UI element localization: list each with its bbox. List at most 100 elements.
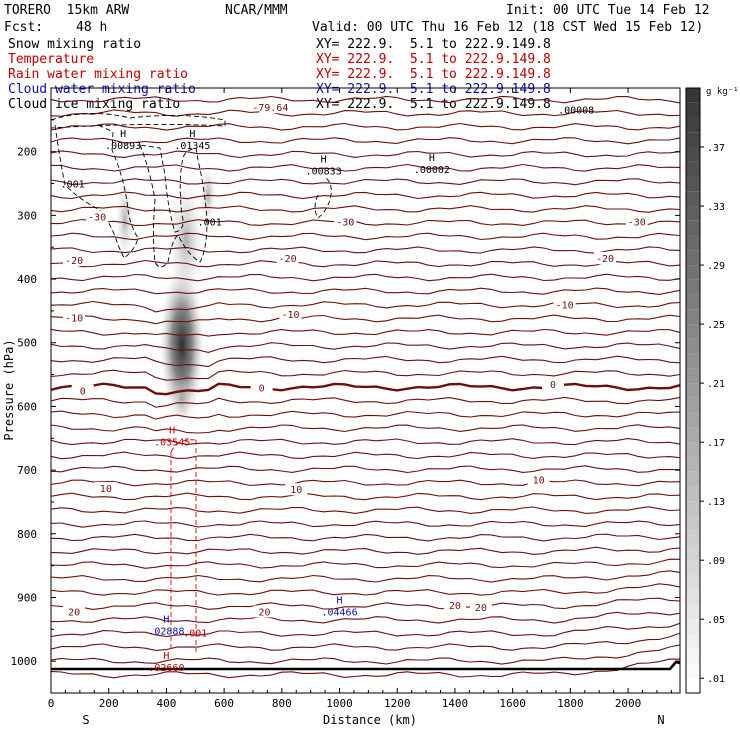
isotherm-label-bg <box>71 384 94 397</box>
isotherm-label: 20 <box>258 607 270 618</box>
x-axis-label: Distance (km) <box>323 713 417 727</box>
maximum-marker: H <box>337 595 343 606</box>
isotherm-line <box>51 492 680 501</box>
colorbar-band <box>686 191 700 207</box>
colorbar-frame <box>685 87 701 694</box>
colorbar-band <box>686 102 700 118</box>
mixing-ratio-shading <box>116 165 216 425</box>
colorbar-band <box>686 515 700 531</box>
colorbar-band <box>686 235 700 251</box>
isotherm-line <box>51 424 680 434</box>
colorbar-band <box>686 309 700 325</box>
isotherm-line <box>51 597 680 610</box>
isotherm-label-bg <box>285 483 308 496</box>
isotherm-line <box>51 300 680 313</box>
colorbar-band <box>686 456 700 472</box>
x-tick-label: 2000 <box>615 697 642 710</box>
y-tick-label: 700 <box>17 464 37 477</box>
isotherm-label: 20 <box>449 601 461 612</box>
isotherm-label-bg <box>63 311 86 324</box>
isotherm-label-bg <box>593 252 616 265</box>
maximum-marker: H <box>169 425 175 436</box>
isotherm-label: -10 <box>556 301 574 312</box>
isotherm-line <box>51 369 680 381</box>
isotherm-label: 20 <box>475 603 487 614</box>
center-label: NCAR/MMM <box>225 3 288 18</box>
isotherm-line <box>51 122 680 131</box>
contour-value-label: .001 <box>198 218 222 229</box>
forecast-label: Fcst: <box>4 20 44 35</box>
isotherm-label: -20 <box>279 254 297 265</box>
maximum-marker: H <box>163 651 169 662</box>
isotherm-label-bg <box>86 210 109 223</box>
x-tick-label: 600 <box>214 697 234 710</box>
isotherm-label: -10 <box>65 313 83 324</box>
isotherm-line <box>51 273 680 282</box>
isotherm-label: -20 <box>65 256 83 267</box>
isotherm-label-bg <box>276 252 299 265</box>
colorbar-band <box>686 412 700 428</box>
maximum-marker: H <box>321 155 327 166</box>
maximum-marker: H <box>429 153 435 164</box>
x-tick-label: 1000 <box>326 697 353 710</box>
colorbar-tick-label: .13 <box>707 497 725 508</box>
isotherm-label-bg <box>527 473 550 486</box>
snow-contour-top <box>51 113 226 129</box>
colorbar-tick-label: .33 <box>707 202 725 213</box>
isotherm-label: -20 <box>596 254 614 265</box>
ground-surface <box>51 660 681 671</box>
x-tick-label: 400 <box>156 697 176 710</box>
isotherm-label-bg <box>253 605 276 618</box>
colorbar-band <box>686 471 700 487</box>
colorbar-band <box>686 560 700 575</box>
colorbar-band <box>686 442 700 457</box>
isotherm-line <box>51 479 680 487</box>
isotherm-line <box>51 137 680 145</box>
field-name-snow: Snow mixing ratio <box>8 37 142 52</box>
shade-left <box>116 180 134 260</box>
model-title: TORERO 15km ARW <box>4 3 130 18</box>
isotherm-line <box>51 150 680 159</box>
maximum-value: .00833 <box>306 167 342 178</box>
colorbar-band <box>686 161 700 177</box>
isotherm-label-bg <box>443 599 466 612</box>
isotherm-label-bg <box>94 481 117 494</box>
isotherm-line <box>51 178 680 186</box>
colorbar-band <box>686 530 700 546</box>
colorbar-band <box>686 486 700 502</box>
colorbar-tick-label: .21 <box>707 379 725 390</box>
colorbar-unit: g kg⁻¹ <box>706 87 739 97</box>
colorbar: g kg⁻¹ .01 .05 .09 .13 .17 .21 .25 .29 .33 .37 <box>685 87 739 694</box>
rain-contour-column <box>170 439 197 652</box>
isotherm-label: -30 <box>628 218 646 229</box>
isotherm-line <box>51 451 680 460</box>
y-tick-label: 400 <box>17 273 37 286</box>
field-xy-temperature: XY= 222.9. 5.1 to 222.9.149.8 <box>316 52 551 67</box>
y-tick-label: 600 <box>17 400 37 413</box>
isotherm-line <box>51 163 680 172</box>
isotherm-line <box>51 465 680 474</box>
maximum-value: .02888 <box>148 627 184 638</box>
field-name-rain: Rain water mixing ratio <box>8 67 189 82</box>
plot-frame <box>50 87 681 694</box>
y-tick-label: 900 <box>17 591 37 604</box>
maximum-value: .00002 <box>414 165 450 176</box>
isotherm-line <box>51 314 680 325</box>
isotherm-line <box>51 218 680 227</box>
isotherm-label-bg <box>259 101 282 114</box>
isotherm-label-bg <box>334 215 357 228</box>
field-xy-snow: XY= 222.9. 5.1 to 222.9.149.8 <box>316 37 551 52</box>
snow-contour-left <box>54 124 139 259</box>
isotherm-line <box>51 558 680 569</box>
south-label: S <box>82 713 89 727</box>
colorbar-band <box>686 176 700 192</box>
x-tick-label: 200 <box>99 697 119 710</box>
isotherm-label: -79.64 <box>252 103 288 114</box>
colorbar-tick-label: .17 <box>707 438 725 449</box>
isotherm-line <box>51 259 680 268</box>
isotherm-line <box>51 205 680 213</box>
isotherm-label-bg <box>469 601 492 614</box>
x-tick-label: 1200 <box>384 697 411 710</box>
isotherm-label: 10 <box>100 484 112 495</box>
x-tick-label: 800 <box>272 697 292 710</box>
